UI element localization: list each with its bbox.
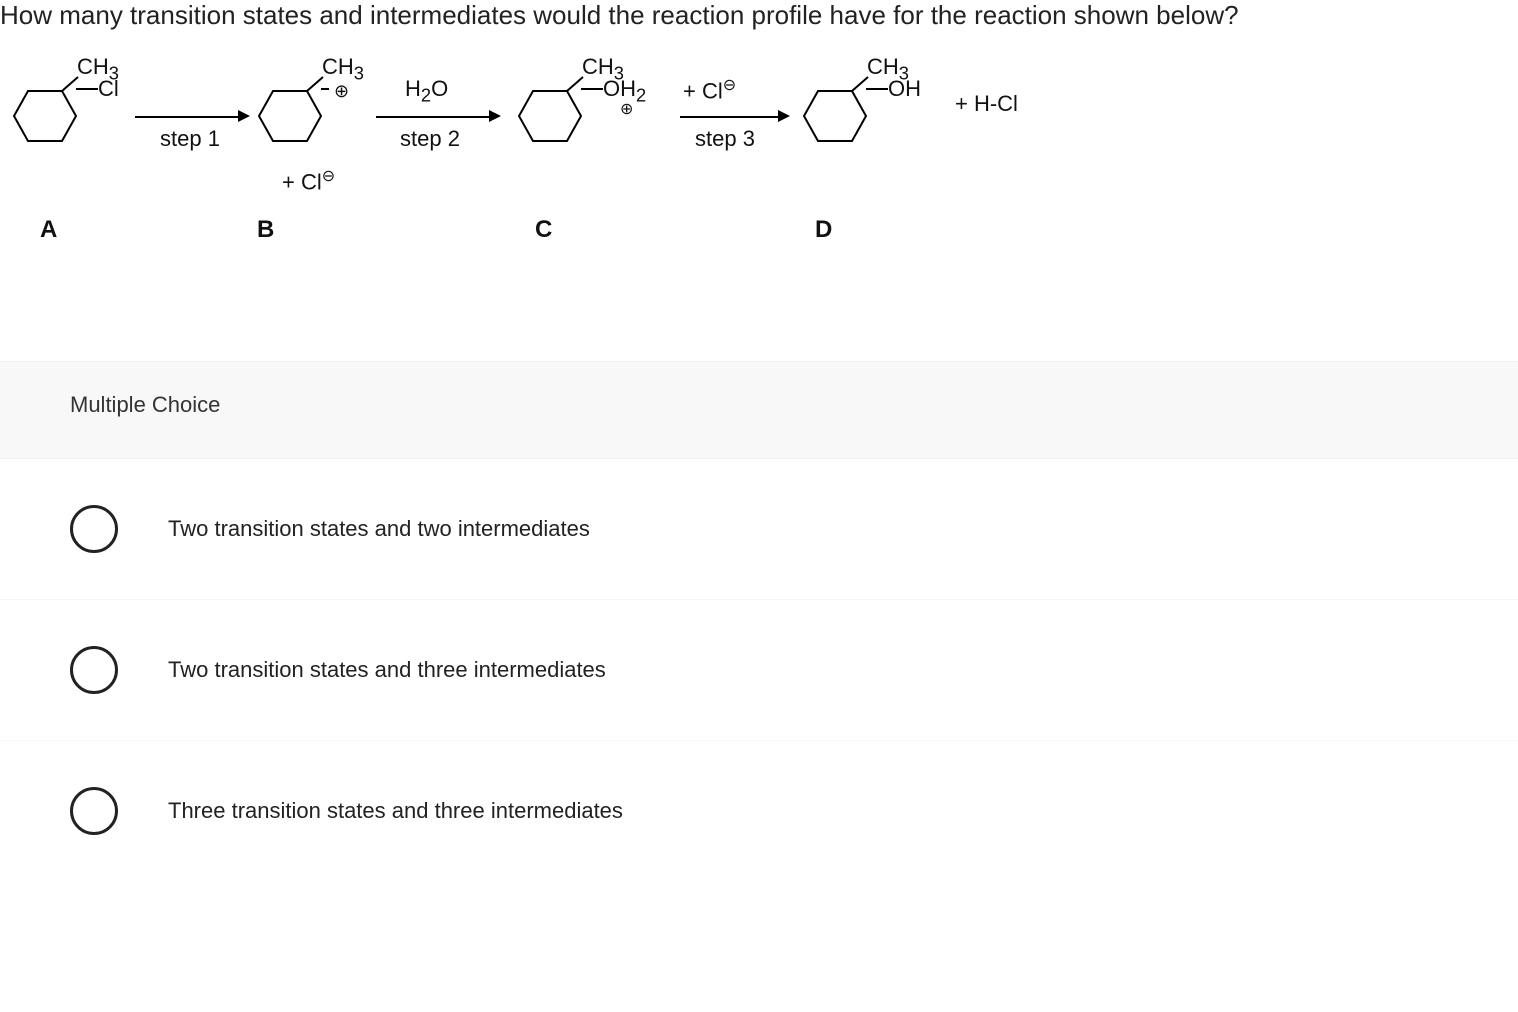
species-C-extra: + Cl⊖ <box>683 75 736 104</box>
species-letter-D: D <box>815 216 832 244</box>
species-B-charge: ⊕ <box>334 81 349 102</box>
arrow-step2-head <box>489 110 501 122</box>
choice-text-2: Two transition states and three intermed… <box>168 657 606 683</box>
arrow-step1 <box>135 116 240 118</box>
step2-reagent: H2O <box>405 76 448 106</box>
step1-label: step 1 <box>160 126 220 152</box>
species-D-sub: OH <box>888 76 921 102</box>
step3-label: step 3 <box>695 126 755 152</box>
species-B-extra: + Cl⊖ <box>282 166 335 195</box>
species-letter-A: A <box>40 216 57 244</box>
choice-row-2[interactable]: Two transition states and three intermed… <box>0 600 1518 741</box>
species-A-sub: Cl <box>98 76 119 102</box>
multiple-choice-header: Multiple Choice <box>0 362 1518 459</box>
species-C-subbond <box>581 84 605 92</box>
arrow-step1-head <box>238 110 250 122</box>
radio-icon[interactable] <box>70 787 118 835</box>
choice-text-3: Three transition states and three interm… <box>168 798 623 824</box>
species-C-subcharge: ⊕ <box>620 99 633 119</box>
arrow-step3 <box>680 116 780 118</box>
step2-label: step 2 <box>400 126 460 152</box>
choice-text-1: Two transition states and two intermedia… <box>168 516 590 542</box>
choice-row-3[interactable]: Three transition states and three interm… <box>0 741 1518 881</box>
radio-icon[interactable] <box>70 646 118 694</box>
reaction-scheme: CH3 Cl CH3 ⊕ + Cl⊖ CH3 OH2 ⊕ + Cl⊖ CH3 O… <box>0 51 1518 301</box>
multiple-choice-section: Multiple Choice Two transition states an… <box>0 361 1518 881</box>
species-letter-B: B <box>257 216 274 244</box>
radio-icon[interactable] <box>70 505 118 553</box>
arrow-step2 <box>376 116 491 118</box>
choice-row-1[interactable]: Two transition states and two intermedia… <box>0 459 1518 600</box>
species-D-extra: + H-Cl <box>955 91 1018 117</box>
species-B-ch3: CH3 <box>322 54 364 84</box>
species-letter-C: C <box>535 216 552 244</box>
arrow-step3-head <box>778 110 790 122</box>
species-B-subbond <box>321 84 331 92</box>
species-D-subbond <box>866 84 890 92</box>
species-A-subbond <box>76 84 100 92</box>
question-text: How many transition states and intermedi… <box>0 0 1518 51</box>
